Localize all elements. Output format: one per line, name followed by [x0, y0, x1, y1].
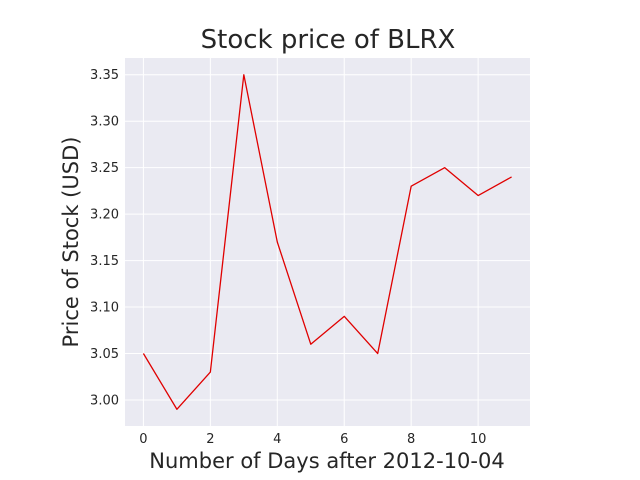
y-axis-label: Price of Stock (USD) [59, 137, 83, 348]
y-tick-label: 3.05 [90, 347, 119, 362]
plot-area [125, 58, 530, 426]
x-tick-label: 10 [470, 432, 487, 447]
series-line [142, 74, 512, 410]
y-tick-label: 3.25 [90, 161, 119, 176]
x-tick-label: 0 [139, 432, 147, 447]
x-tick-label: 4 [273, 432, 281, 447]
y-tick-label: 3.10 [90, 301, 119, 316]
y-tick-label: 3.15 [90, 254, 119, 269]
series-layer [142, 74, 512, 410]
x-tick-label: 8 [407, 432, 415, 447]
y-tick-label: 3.00 [90, 393, 119, 408]
y-axis-ticks: 3.00 3.05 3.10 3.15 3.20 3.25 3.30 3.35 [90, 68, 119, 408]
x-axis-ticks: 0 2 4 6 8 10 [139, 432, 486, 447]
chart-title: Stock price of BLRX [201, 25, 456, 55]
x-tick-label: 2 [206, 432, 214, 447]
y-tick-label: 3.20 [90, 208, 119, 223]
x-axis-label: Number of Days after 2012-10-04 [149, 449, 504, 473]
grid-lines [125, 58, 530, 426]
x-tick-label: 6 [340, 432, 348, 447]
y-tick-label: 3.30 [90, 115, 119, 130]
y-tick-label: 3.35 [90, 68, 119, 83]
